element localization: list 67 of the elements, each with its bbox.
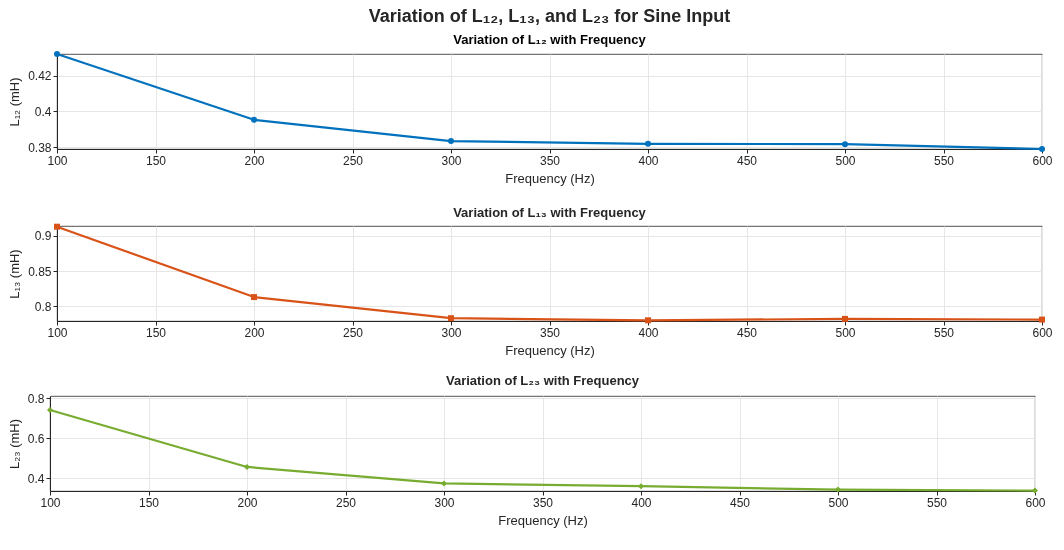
y-tick-label: 0.8 [27,391,45,406]
y-axis-title: L₁₃ (mH) [7,249,23,299]
x-tick-label: 550 [926,495,948,510]
point [645,317,651,324]
y-tick-label: 0.6 [27,431,45,446]
point [638,483,644,490]
point [244,463,250,470]
x-tick-label: 400 [638,325,659,340]
x-tick-label: 150 [138,495,160,510]
x-tick-label: 250 [335,495,357,510]
point [47,407,53,414]
point [448,315,454,322]
x-tick-label: 300 [441,153,462,168]
chart-title: Variation of L₁₃ with Frequency [453,204,647,220]
y-tick-label: 0.85 [28,264,52,279]
point [835,486,841,493]
point [842,141,848,148]
x-tick-label: 550 [933,153,955,168]
x-tick-label: 250 [342,325,364,340]
x-axis-title: Frequency (Hz) [505,342,595,358]
y-tick-label: 0.9 [34,229,52,244]
x-tick-label: 300 [441,325,462,340]
x-tick-label: 450 [729,495,751,510]
x-tick-label: 250 [342,153,364,168]
x-tick-label: 100 [47,325,68,340]
point [251,294,257,301]
x-tick-label: 200 [237,495,258,510]
y-tick-label: 0.8 [34,299,52,314]
point [441,480,447,487]
x-tick-label: 450 [736,153,758,168]
chart-title: Variation of L₁₂, L₁₃, and L₂₃ for Sine Input [368,6,731,26]
x-tick-label: 550 [933,325,955,340]
x-tick-label: 600 [1025,495,1046,510]
point [251,116,257,123]
x-tick-label: 350 [539,153,561,168]
point [842,315,848,322]
point [54,223,60,230]
x-tick-label: 300 [434,495,455,510]
x-tick-label: 200 [244,153,265,168]
y-axis-title: L₂₃ (mH) [6,418,22,470]
x-tick-label: 350 [532,495,554,510]
x-tick-label: 450 [736,325,758,340]
x-tick-label: 400 [638,153,659,168]
chart-subtitle: Variation of L₁₂ with Frequency [453,32,647,47]
x-tick-label: 400 [631,495,652,510]
x-tick-label: 500 [835,325,856,340]
y-tick-label: 0.4 [34,104,52,119]
x-tick-label: 350 [539,325,561,340]
x-tick-label: 100 [47,153,68,168]
x-tick-label: 150 [145,153,167,168]
point [448,138,454,145]
x-axis-title: Frequency (Hz) [498,512,588,528]
x-tick-label: 500 [828,495,849,510]
x-tick-label: 600 [1032,325,1053,340]
x-tick-label: 600 [1032,153,1053,168]
x-tick-label: 200 [244,325,265,340]
x-tick-label: 150 [145,325,167,340]
point [645,140,651,147]
chart-title: Variation of L₂₃ with Frequency [445,373,640,388]
y-tick-label: 0.38 [28,140,52,155]
y-tick-label: 0.42 [28,69,52,84]
y-axis-title: L₁₂ (mH) [7,77,23,127]
x-tick-label: 100 [40,495,61,510]
y-tick-label: 0.4 [27,471,45,486]
point [54,51,60,57]
x-tick-label: 500 [835,153,856,168]
x-axis-title: Frequency (Hz) [505,170,595,186]
